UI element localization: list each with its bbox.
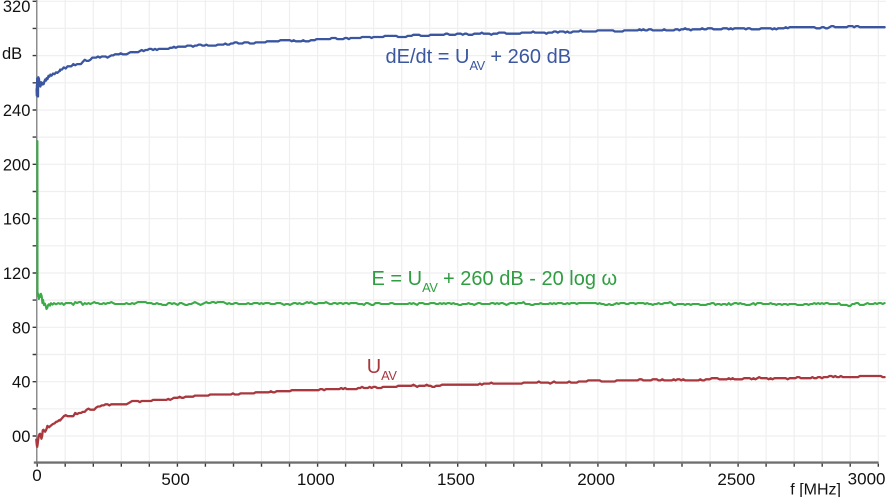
svg-text:00: 00	[12, 428, 30, 446]
svg-text:3000: 3000	[848, 470, 886, 489]
svg-text:2500: 2500	[717, 470, 755, 489]
svg-text:40: 40	[12, 374, 30, 392]
svg-text:160: 160	[3, 211, 31, 229]
svg-text:120: 120	[3, 265, 31, 283]
svg-text:2000: 2000	[577, 470, 615, 489]
svg-text:80: 80	[12, 319, 30, 337]
svg-text:dB: dB	[2, 45, 22, 63]
svg-text:1500: 1500	[437, 470, 475, 489]
svg-text:200: 200	[3, 156, 31, 174]
svg-text:0: 0	[32, 466, 41, 485]
svg-text:f [MHz]: f [MHz]	[790, 482, 841, 497]
svg-text:320: 320	[3, 0, 31, 16]
svg-text:240: 240	[3, 102, 31, 120]
svg-text:1000: 1000	[297, 470, 335, 489]
svg-text:500: 500	[161, 470, 189, 489]
